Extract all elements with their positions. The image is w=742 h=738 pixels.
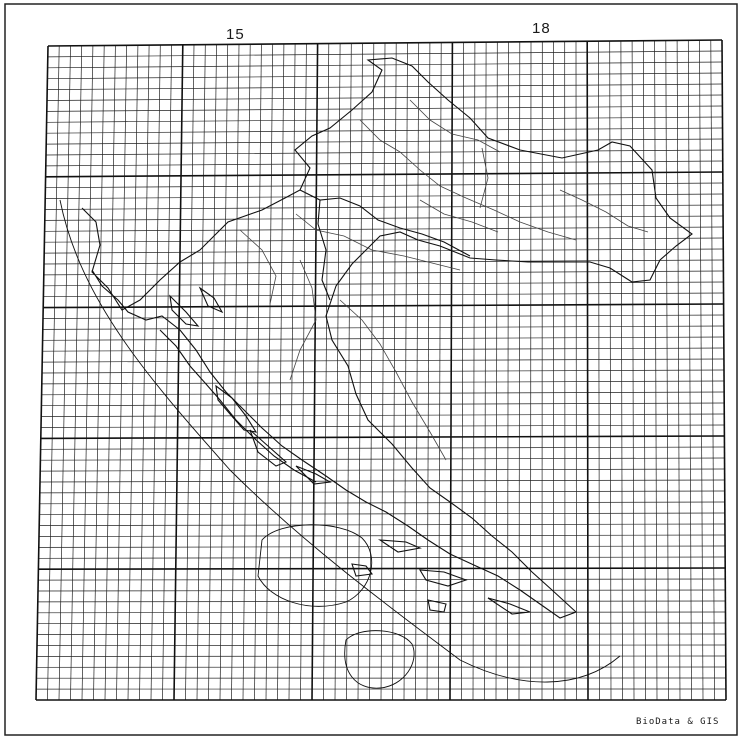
grid-horizontal-line	[47, 50, 723, 58]
grid-horizontal-line	[37, 589, 726, 592]
major-meridian-line	[586, 41, 589, 701]
grid-horizontal-line	[44, 226, 724, 232]
major-parallel-line	[38, 567, 726, 571]
grid-horizontal-line	[46, 105, 723, 112]
grid-horizontal-line	[44, 204, 724, 210]
grid-horizontal-line	[43, 270, 724, 276]
grid-horizontal-line	[38, 556, 726, 559]
grid-horizontal-line	[46, 127, 723, 134]
grid-horizontal-line	[38, 545, 726, 548]
grid-horizontal-line	[44, 215, 724, 221]
grid-horizontal-line	[39, 512, 725, 516]
grid-horizontal-line	[38, 534, 726, 537]
grid-horizontal-line	[46, 94, 723, 101]
grid-horizontal-line	[39, 501, 725, 505]
grid-horizontal-line	[41, 402, 725, 407]
major-parallel-line	[40, 435, 725, 440]
grid-horizontal-line	[39, 490, 725, 494]
longitude-label-18: 18	[532, 20, 551, 37]
major-parallel-line	[43, 303, 724, 309]
grid-horizontal-line	[42, 358, 724, 363]
major-meridian-line	[721, 39, 727, 701]
grid-horizontal-line	[41, 391, 725, 396]
grid-horizontal-line	[43, 281, 724, 287]
grid-horizontal-line	[36, 644, 726, 646]
grid-horizontal-line	[47, 72, 723, 80]
grid-horizontal-line	[37, 611, 726, 614]
grid-horizontal-line	[38, 578, 726, 581]
fine-grid	[36, 40, 726, 701]
croatia-coastline	[59, 57, 693, 689]
grid-horizontal-line	[45, 149, 723, 156]
major-parallel-line	[45, 171, 723, 178]
grid-horizontal-line	[45, 193, 723, 199]
grid-horizontal-line	[44, 237, 724, 243]
major-meridian-line	[449, 42, 454, 701]
grid-horizontal-line	[40, 457, 725, 461]
grid-horizontal-line	[44, 248, 724, 254]
grid-horizontal-line	[40, 468, 725, 472]
grid-horizontal-line	[43, 292, 724, 298]
grid-horizontal-line	[47, 83, 723, 90]
grid-horizontal-line	[46, 116, 723, 123]
rivers	[239, 99, 649, 461]
major-meridian-line	[311, 43, 319, 701]
grid-horizontal-line	[39, 479, 725, 483]
grid-horizontal-line	[43, 259, 724, 265]
grid-horizontal-line	[47, 61, 723, 69]
major-meridian-line	[35, 45, 49, 701]
page-border	[4, 3, 738, 736]
grid-horizontal-line	[41, 413, 725, 417]
grid-horizontal-line	[39, 523, 725, 526]
longitude-label-15: 15	[226, 26, 245, 43]
major-parallel-line	[47, 39, 723, 47]
grid-horizontal-line	[42, 336, 724, 341]
grid-horizontal-line	[40, 446, 725, 450]
grid-horizontal-line	[37, 633, 726, 635]
major-meridian-line	[173, 44, 184, 701]
credit-text: BioData & GIS	[636, 717, 720, 727]
grid-horizontal-line	[46, 138, 723, 145]
grid-horizontal-line	[41, 369, 725, 374]
grid-horizontal-line	[40, 424, 725, 428]
grid-horizontal-line	[45, 160, 723, 167]
grid-horizontal-line	[37, 600, 726, 603]
grid-horizontal-line	[37, 622, 726, 625]
grid-horizontal-line	[45, 182, 723, 189]
major-grid	[35, 39, 727, 701]
grid-horizontal-line	[42, 325, 724, 330]
